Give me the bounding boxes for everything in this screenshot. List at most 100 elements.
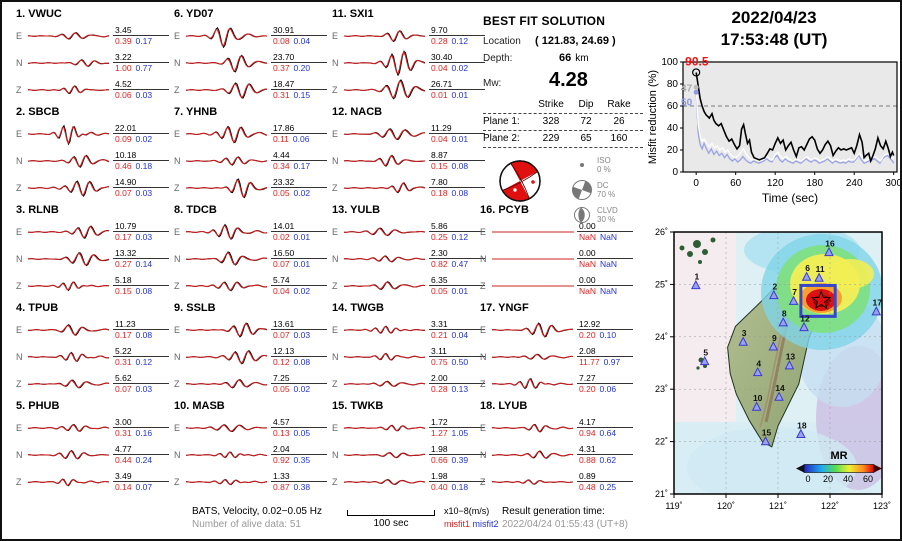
dc-label: DC bbox=[597, 181, 609, 190]
misfit1-value: 0.07 bbox=[273, 330, 290, 340]
x-tick-label: 180 bbox=[806, 178, 823, 189]
waveform-plot bbox=[343, 49, 426, 76]
waveform-plot bbox=[343, 478, 426, 485]
series-intermediate bbox=[695, 87, 895, 162]
station-block-LYUB: 18. LYUB E 4.17 0.94 0.64 N 4.31 0.88 0.62 Z 0.89 0… bbox=[480, 400, 634, 495]
best-fit-panel: BEST FIT SOLUTION Location ( 121.83, 24.… bbox=[483, 14, 655, 229]
trace-values: 1.33 0.87 0.38 bbox=[271, 471, 327, 492]
misfit2-value: 0.47 bbox=[451, 259, 469, 269]
misfit1-value: 0.09 bbox=[115, 134, 132, 144]
waveform-plot bbox=[492, 257, 574, 260]
station-block-PHUB: 5. PHUB E 3.00 0.31 0.16 N 4.77 0.44 0.24 Z 3.49 0.… bbox=[16, 400, 170, 495]
component-label: N bbox=[480, 351, 487, 362]
origin-date: 2022/04/23 bbox=[731, 8, 817, 27]
misfit1-value: 11.77 bbox=[579, 357, 600, 367]
misfit2-value: NaN bbox=[600, 259, 618, 269]
epicenter-star bbox=[810, 289, 832, 310]
station-marker-4 bbox=[752, 366, 763, 377]
iso-label: ISO bbox=[597, 156, 611, 165]
x-axis-label: Time (sec) bbox=[762, 191, 818, 205]
x-tick-label: 60 bbox=[730, 178, 742, 189]
trace-values: 2.30 0.82 0.47 bbox=[429, 248, 485, 269]
trace-row: Z 0.89 0.48 0.25 bbox=[480, 468, 634, 495]
misfit1-value: NaN bbox=[579, 286, 597, 296]
misfit2-value: 0.50 bbox=[451, 357, 469, 367]
misfit2-value: 0.02 bbox=[451, 63, 469, 73]
amplitude-value: 30.91 bbox=[271, 25, 327, 36]
lon-tick-label: 121˚ bbox=[769, 501, 787, 511]
misfit1-value: 0.31 bbox=[115, 428, 132, 438]
station-marker-9 bbox=[768, 341, 779, 351]
trace-values: 6.35 0.05 0.01 bbox=[429, 275, 485, 296]
trace-row: N 23.70 0.37 0.20 bbox=[174, 49, 328, 76]
station-marker-2 bbox=[769, 289, 779, 300]
waveform-plot bbox=[343, 451, 426, 458]
station-block-NACB: 12. NACB E 11.29 0.04 0.01 N 8.87 0.15 0.08 Z 7.80… bbox=[332, 106, 486, 201]
iso-icon bbox=[571, 161, 593, 169]
trace-row: N 10.18 0.46 0.18 bbox=[16, 147, 170, 174]
misfit2-value: 0.12 bbox=[451, 36, 469, 46]
annotation-90-5: 90.5 bbox=[685, 54, 709, 68]
trace-values: 26.71 0.01 0.01 bbox=[429, 79, 485, 100]
misfit2-value: 0.07 bbox=[135, 482, 153, 492]
amplitude-value: 7.25 bbox=[271, 373, 327, 384]
waveform-plot bbox=[343, 424, 426, 431]
trace-values: 7.27 0.20 0.06 bbox=[577, 373, 633, 394]
lat-tick-label: 23˚ bbox=[655, 384, 668, 394]
amplitude-value: 6.35 bbox=[429, 275, 485, 286]
amplitude-value: 4.44 bbox=[271, 150, 327, 161]
station-title: 3. RLNB bbox=[16, 204, 59, 216]
misfit2-value: NaN bbox=[600, 286, 618, 296]
misfit2-value: 0.02 bbox=[293, 286, 311, 296]
station-marker-12 bbox=[799, 321, 809, 332]
station-title: 14. TWGB bbox=[332, 302, 384, 314]
trace-values: 0.89 0.48 0.25 bbox=[577, 471, 633, 492]
component-label: E bbox=[332, 422, 339, 433]
misfit1-value: 0.14 bbox=[115, 482, 132, 492]
misfit2-value: 0.04 bbox=[293, 36, 311, 46]
amplitude-value: 3.45 bbox=[113, 25, 169, 36]
amplitude-value: 5.86 bbox=[429, 221, 485, 232]
amplitude-unit-label: x10−8(m/s) bbox=[444, 506, 490, 516]
station-marker-3 bbox=[738, 336, 748, 346]
plane1-dip: 72 bbox=[580, 116, 592, 127]
best-start-marker bbox=[692, 68, 701, 77]
misfit2-value: NaN bbox=[600, 232, 618, 242]
station-title: 7. YHNB bbox=[174, 106, 218, 118]
station-block-RLNB: 3. RLNB E 10.79 0.17 0.03 N 13.32 0.27 0.14 Z 5.18… bbox=[16, 204, 170, 299]
component-label: Z bbox=[332, 476, 338, 487]
series-reference bbox=[695, 91, 895, 165]
misfit1-value: 0.04 bbox=[431, 63, 448, 73]
trace-row: N 3.11 0.75 0.50 bbox=[332, 343, 486, 370]
waveform-plot bbox=[185, 177, 268, 198]
component-label: E bbox=[174, 226, 181, 237]
trace-values: 12.13 0.12 0.08 bbox=[271, 346, 327, 367]
misfit1-value: 0.88 bbox=[579, 455, 596, 465]
misfit1-value: 0.11 bbox=[273, 134, 289, 144]
station-block-MASB: 10. MASB E 4.57 0.13 0.05 N 2.04 0.92 0.35 Z 1.33 0… bbox=[174, 400, 328, 495]
trace-row: Z 18.47 0.31 0.15 bbox=[174, 76, 328, 103]
amplitude-value: 7.27 bbox=[577, 373, 633, 384]
amplitude-value: 26.71 bbox=[429, 79, 485, 90]
waveform-plot bbox=[185, 155, 268, 166]
waveform-plot bbox=[27, 224, 110, 239]
lat-tick-label: 22˚ bbox=[655, 437, 668, 447]
misfit2-value: 0.02 bbox=[293, 188, 311, 198]
amplitude-value: 3.31 bbox=[429, 319, 485, 330]
waveform-plot bbox=[27, 379, 110, 388]
amplitude-value: 4.17 bbox=[577, 417, 633, 428]
misfit1-value: 0.12 bbox=[273, 357, 290, 367]
result-generation: Result generation time: 2022/04/24 01:55… bbox=[502, 506, 628, 530]
station-block-YNGF: 17. YNGF E 12.92 0.20 0.10 N 2.08 11.77 0.97 Z 7.2… bbox=[480, 302, 634, 397]
misfit2-value: 0.10 bbox=[599, 330, 617, 340]
trace-values: 23.70 0.37 0.20 bbox=[271, 52, 327, 73]
trace-row: N 2.30 0.82 0.47 bbox=[332, 245, 486, 272]
amplitude-value: 16.50 bbox=[271, 248, 327, 259]
misfit2-value: 0.08 bbox=[451, 161, 469, 171]
trace-values: 3.22 1.00 0.77 bbox=[113, 52, 169, 73]
search-area-box bbox=[799, 283, 837, 318]
misfit1-value: 0.07 bbox=[115, 188, 132, 198]
col-strike: Strike bbox=[538, 99, 564, 110]
trace-values: 5.18 0.15 0.08 bbox=[113, 275, 169, 296]
trace-values: 3.31 0.21 0.04 bbox=[429, 319, 485, 340]
